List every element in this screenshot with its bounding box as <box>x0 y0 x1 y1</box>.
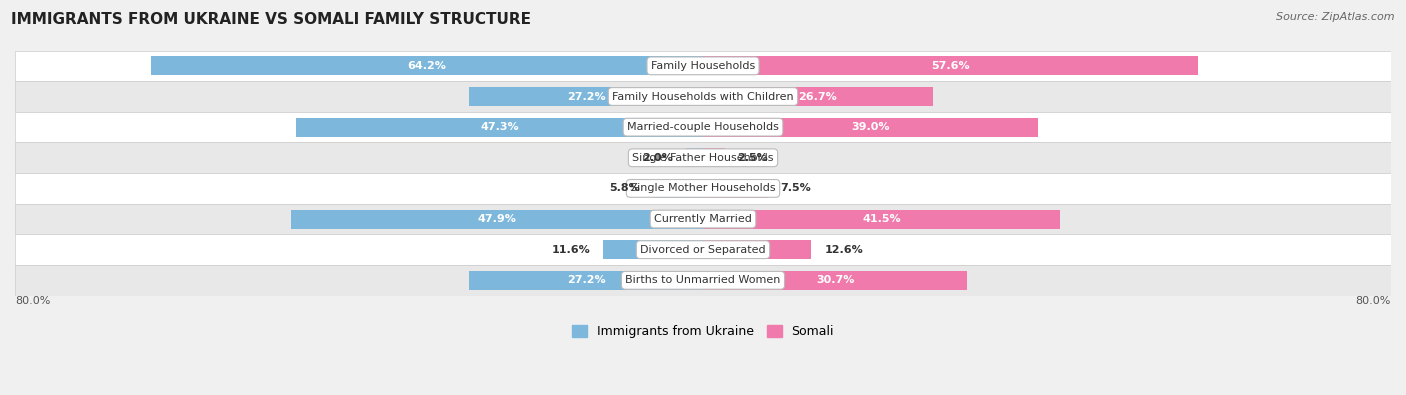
Bar <box>150 56 703 75</box>
Text: 47.9%: 47.9% <box>478 214 516 224</box>
Bar <box>470 87 703 106</box>
Text: 2.0%: 2.0% <box>643 153 673 163</box>
Bar <box>703 240 811 259</box>
Text: 12.6%: 12.6% <box>824 245 863 255</box>
Text: 27.2%: 27.2% <box>567 275 606 285</box>
Text: 2.5%: 2.5% <box>737 153 768 163</box>
Legend: Immigrants from Ukraine, Somali: Immigrants from Ukraine, Somali <box>567 320 839 343</box>
Text: Family Households with Children: Family Households with Children <box>612 92 794 102</box>
Bar <box>15 112 1391 143</box>
Bar <box>703 210 1060 229</box>
Text: Single Mother Households: Single Mother Households <box>630 183 776 194</box>
Bar <box>291 210 703 229</box>
Text: 57.6%: 57.6% <box>931 61 970 71</box>
Text: 47.3%: 47.3% <box>481 122 519 132</box>
Bar <box>470 271 703 290</box>
Bar <box>15 143 1391 173</box>
Bar <box>703 179 768 198</box>
Text: 39.0%: 39.0% <box>852 122 890 132</box>
Bar <box>654 179 703 198</box>
Text: Divorced or Separated: Divorced or Separated <box>640 245 766 255</box>
Bar <box>603 240 703 259</box>
Bar <box>15 234 1391 265</box>
Bar <box>297 118 703 137</box>
Text: Single Father Households: Single Father Households <box>633 153 773 163</box>
Text: 7.5%: 7.5% <box>780 183 811 194</box>
Text: 26.7%: 26.7% <box>799 92 837 102</box>
Text: Married-couple Households: Married-couple Households <box>627 122 779 132</box>
Bar <box>703 56 1198 75</box>
Text: 27.2%: 27.2% <box>567 92 606 102</box>
Text: 30.7%: 30.7% <box>815 275 855 285</box>
Text: Births to Unmarried Women: Births to Unmarried Women <box>626 275 780 285</box>
Text: 41.5%: 41.5% <box>862 214 901 224</box>
Bar <box>15 51 1391 81</box>
Bar <box>703 118 1039 137</box>
Bar <box>703 148 724 167</box>
Bar <box>15 265 1391 295</box>
Text: 5.8%: 5.8% <box>609 183 640 194</box>
Text: Currently Married: Currently Married <box>654 214 752 224</box>
Text: Source: ZipAtlas.com: Source: ZipAtlas.com <box>1277 12 1395 22</box>
Bar <box>15 81 1391 112</box>
Text: 80.0%: 80.0% <box>1355 295 1391 306</box>
Bar <box>703 87 932 106</box>
Text: IMMIGRANTS FROM UKRAINE VS SOMALI FAMILY STRUCTURE: IMMIGRANTS FROM UKRAINE VS SOMALI FAMILY… <box>11 12 531 27</box>
Bar <box>686 148 703 167</box>
Bar <box>15 204 1391 234</box>
Text: Family Households: Family Households <box>651 61 755 71</box>
Text: 80.0%: 80.0% <box>15 295 51 306</box>
Text: 11.6%: 11.6% <box>551 245 591 255</box>
Text: 64.2%: 64.2% <box>408 61 446 71</box>
Bar <box>15 173 1391 204</box>
Bar <box>703 271 967 290</box>
